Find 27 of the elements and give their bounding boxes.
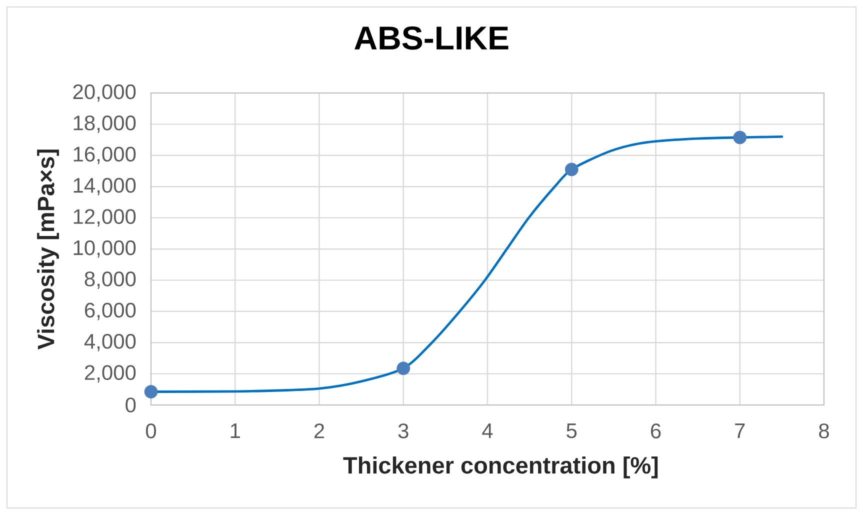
y-axis-title: Viscosity [mPa×s]: [37, 150, 59, 350]
x-tick-label: 1: [230, 424, 240, 438]
x-tick-label: 3: [398, 424, 408, 438]
y-tick-label: 8,000: [84, 272, 136, 289]
point: [396, 362, 410, 376]
x-tick-label: 8: [819, 424, 829, 438]
y-tick-label: 4,000: [84, 334, 136, 352]
y-tick-label: 12,000: [74, 209, 136, 226]
y-tick-label: 20,000: [73, 84, 136, 102]
x-tick-label: 7: [735, 424, 745, 438]
y-tick-label: 10,000: [74, 240, 136, 258]
y-tick-label: 2,000: [84, 365, 136, 382]
x-axis-title: Thickener concentration [%]: [343, 456, 658, 478]
y-tick-label: 0: [126, 398, 136, 412]
x-tick-label: 2: [314, 424, 324, 438]
x-tick-label: 6: [650, 424, 661, 438]
x-tick-label: 4: [482, 424, 493, 438]
chart-title: ABS-LIKE: [354, 26, 508, 50]
y-tick-label: 16,000: [74, 146, 136, 164]
point: [144, 385, 158, 398]
y-tick-label: 6,000: [84, 302, 136, 320]
point: [564, 162, 578, 176]
point: [733, 130, 747, 144]
y-tick-label: 14,000: [74, 178, 136, 196]
x-tick-label: 0: [146, 424, 156, 438]
x-tick-label: 5: [566, 424, 577, 438]
y-tick-label: 18,000: [74, 116, 136, 133]
